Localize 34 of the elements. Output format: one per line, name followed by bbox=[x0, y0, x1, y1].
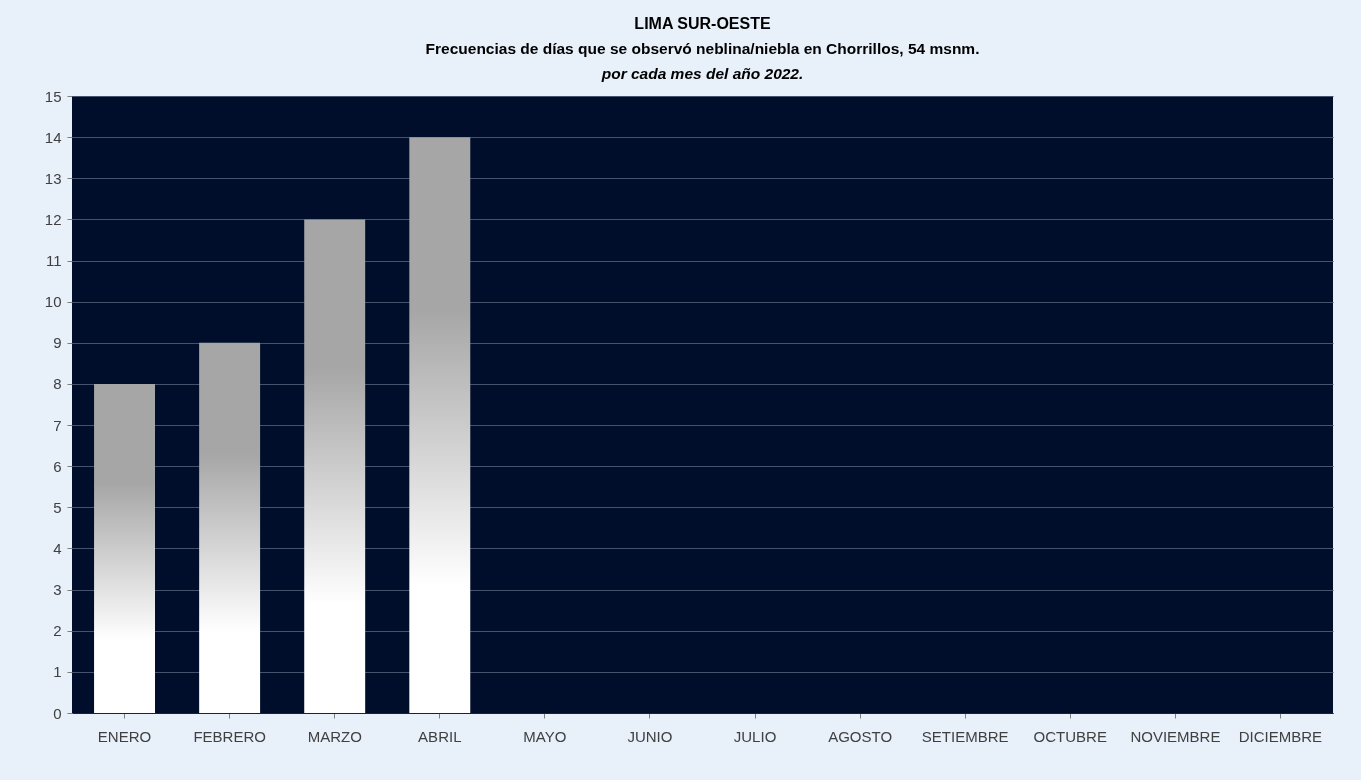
y-tick-label: 6 bbox=[53, 457, 62, 475]
x-tick-label: FEBRERO bbox=[193, 727, 266, 745]
y-tick-label: 5 bbox=[53, 498, 62, 516]
y-tick-label: 13 bbox=[44, 169, 62, 187]
x-tick-label: ENERO bbox=[97, 727, 152, 745]
x-tick-label: JUNIO bbox=[627, 727, 673, 745]
y-tick-label: 4 bbox=[53, 539, 62, 557]
x-tick-label: OCTUBRE bbox=[1033, 727, 1107, 745]
bar bbox=[409, 137, 471, 713]
x-tick-label: SETIEMBRE bbox=[921, 727, 1009, 745]
y-tick-label: 15 bbox=[44, 87, 62, 105]
chart-title: LIMA SUR-OESTE bbox=[634, 15, 771, 32]
chart-subtitle: Frecuencias de días que se observó neblina/niebla en Chorrillos, 54 msnm. por cada mes del año 2022. bbox=[425, 40, 980, 82]
x-tick-label: MARZO bbox=[307, 727, 362, 745]
bar bbox=[199, 342, 261, 713]
bar bbox=[94, 383, 156, 713]
y-tick-label: 9 bbox=[53, 334, 62, 352]
x-tick-label: AGOSTO bbox=[828, 727, 893, 745]
y-tick-label: 0 bbox=[53, 704, 62, 722]
y-tick-label: 12 bbox=[44, 210, 62, 228]
bar bbox=[304, 219, 366, 713]
x-tick-label: JULIO bbox=[733, 727, 777, 745]
x-tick-label: DICIEMBRE bbox=[1238, 727, 1323, 745]
y-tick-label: 2 bbox=[53, 622, 62, 640]
y-tick-label: 14 bbox=[44, 128, 62, 146]
y-tick-label: 7 bbox=[53, 416, 62, 434]
y-tick-label: 1 bbox=[53, 663, 62, 681]
y-tick-label: 8 bbox=[53, 375, 62, 393]
x-tick-label: NOVIEMBRE bbox=[1130, 727, 1221, 745]
y-tick-label: 3 bbox=[53, 581, 62, 599]
y-tick-label: 11 bbox=[45, 252, 62, 270]
y-tick-label: 10 bbox=[44, 293, 62, 311]
x-tick-label: ABRIL bbox=[418, 727, 462, 745]
x-tick-label: MAYO bbox=[523, 727, 567, 745]
